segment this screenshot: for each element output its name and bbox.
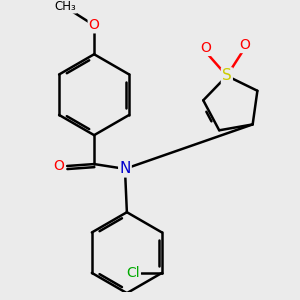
Text: Cl: Cl [126,266,140,280]
Text: O: O [53,159,64,173]
Text: O: O [89,18,100,32]
Text: CH₃: CH₃ [54,0,76,13]
Text: S: S [222,68,232,83]
Text: O: O [239,38,250,52]
Text: N: N [119,161,130,176]
Text: O: O [200,41,211,55]
